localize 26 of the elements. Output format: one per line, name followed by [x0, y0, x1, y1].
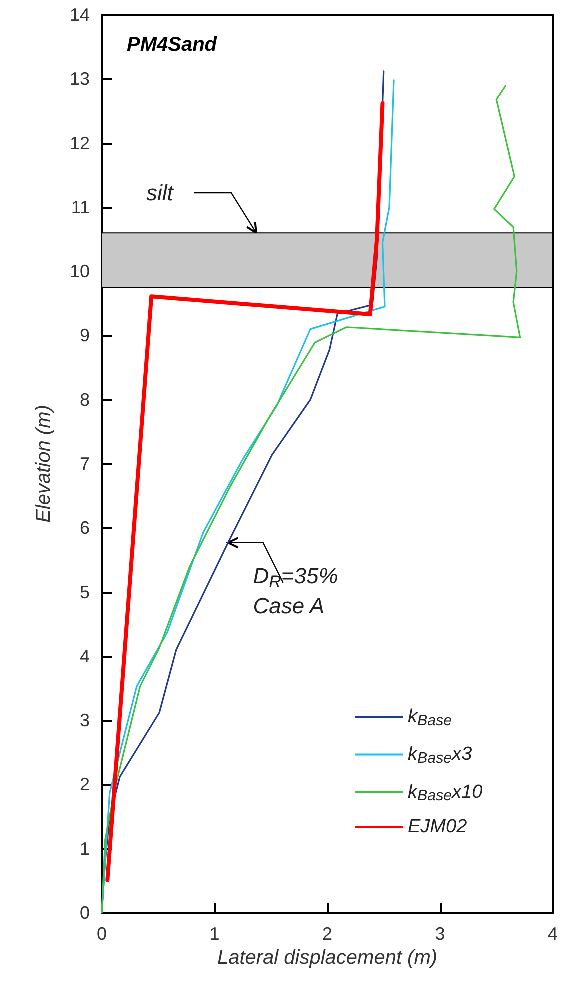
y-tick-label: 12: [70, 133, 90, 154]
line-series: [101, 85, 522, 914]
y-tick-label: 4: [80, 646, 90, 666]
y-tick-label: 2: [80, 774, 90, 795]
y-tick-label: 13: [70, 69, 90, 90]
x-tick-label: 4: [548, 924, 558, 944]
x-tick-label: 1: [210, 924, 220, 944]
y-tick-label: 1: [80, 838, 90, 859]
y-tick-label: 11: [71, 197, 90, 218]
y-tick-label: 14: [70, 5, 90, 25]
y-tick-label: 8: [80, 390, 90, 410]
y-tick-label: 0: [80, 903, 90, 923]
x-tick-label: 3: [435, 924, 446, 944]
y-tick-label: 9: [80, 326, 90, 346]
y-tick-label: 3: [80, 710, 90, 731]
y-tick-label: 6: [80, 518, 90, 538]
y-tick-label: 7: [80, 454, 90, 474]
y-axis-title: Elevation (m): [33, 405, 55, 523]
x-axis-title: Lateral displacement (m): [217, 946, 438, 969]
y-tick-label: 5: [80, 582, 90, 602]
annotation: silt: [146, 180, 174, 206]
text: PM4Sand: [127, 34, 218, 56]
x-tick-label: 2: [322, 924, 333, 944]
x-tick-label: 0: [96, 924, 108, 944]
y-tick-label: 10: [70, 262, 90, 282]
legend-label: EJM02: [408, 816, 468, 838]
